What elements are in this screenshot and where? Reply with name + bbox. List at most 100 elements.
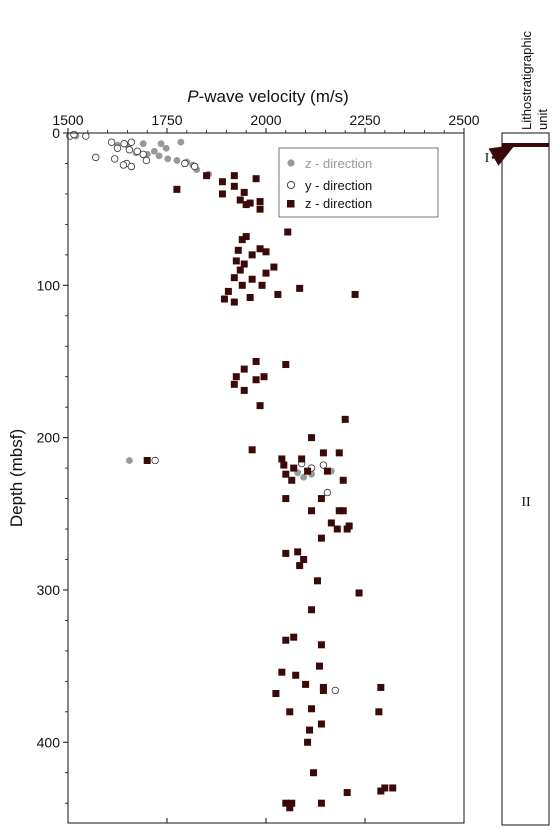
data-point-series-2 [236, 266, 244, 274]
data-point-series-2 [282, 495, 290, 503]
data-point-series-2 [248, 446, 256, 454]
data-point-series-2 [339, 507, 347, 515]
data-point-series-2 [278, 668, 286, 676]
data-point-series-2 [218, 190, 226, 198]
legend-marker-z-square [287, 200, 295, 208]
data-point-series-2 [246, 199, 254, 207]
data-point-series-1 [151, 456, 159, 465]
data-point-series-2 [335, 449, 343, 457]
data-point-series-2 [389, 784, 397, 792]
data-point-series-0 [164, 155, 172, 163]
data-point-series-2 [327, 519, 335, 527]
data-point-series-2 [252, 175, 260, 183]
x-tick-label: 2500 [448, 112, 479, 128]
unit-I-arrow [488, 144, 516, 166]
data-point-series-1 [125, 146, 134, 154]
data-point-series-2 [315, 662, 323, 670]
data-point-series-2 [308, 705, 316, 713]
data-point-series-2 [319, 449, 327, 457]
data-point-series-2 [224, 287, 232, 295]
data-point-series-2 [280, 461, 288, 469]
data-point-series-2 [232, 373, 240, 381]
legend-marker-y-circle [286, 180, 296, 190]
legend-label-y-circle: y - direction [305, 178, 372, 193]
data-point-series-2 [256, 245, 264, 253]
data-point-series-2 [230, 298, 238, 306]
legend: z - direction y - direction z - directio… [278, 147, 439, 218]
data-point-series-2 [240, 386, 248, 394]
data-point-series-2 [296, 284, 304, 292]
data-point-series-2 [341, 415, 349, 423]
data-point-series-0 [150, 147, 158, 155]
data-point-series-2 [351, 290, 359, 298]
data-point-series-2 [298, 455, 306, 463]
data-point-series-2 [308, 434, 316, 442]
data-point-series-2 [304, 467, 312, 475]
data-point-series-2 [292, 671, 300, 679]
data-point-series-2 [248, 251, 256, 259]
data-point-series-2 [220, 295, 228, 303]
data-point-series-2 [317, 720, 325, 728]
data-point-series-0 [125, 457, 133, 464]
legend-label-z-square: z - direction [305, 196, 372, 211]
data-point-series-0 [157, 140, 165, 148]
data-point-series-2 [258, 281, 266, 289]
data-point-series-1 [133, 147, 141, 155]
data-point-series-2 [304, 738, 312, 746]
data-point-series-1 [127, 138, 136, 146]
legend-box [278, 147, 439, 218]
data-point-series-2 [270, 263, 278, 271]
data-point-series-2 [230, 380, 238, 388]
data-point-series-0 [173, 157, 181, 164]
data-point-series-2 [319, 683, 327, 691]
data-point-series-0 [300, 473, 308, 481]
data-point-series-2 [252, 357, 260, 365]
data-point-series-0 [162, 144, 170, 152]
data-point-series-2 [272, 690, 280, 698]
data-point-series-2 [232, 257, 240, 265]
data-point-series-2 [282, 799, 290, 807]
data-point-series-2 [234, 246, 242, 254]
data-point-series-2 [296, 562, 304, 570]
data-point-series-2 [240, 260, 248, 268]
data-point-series-1 [111, 155, 119, 163]
data-point-series-2 [286, 804, 294, 812]
data-point-series-2 [317, 641, 325, 649]
data-point-series-2 [317, 495, 325, 503]
chart-title-italic: P [187, 87, 199, 106]
data-point-series-2 [256, 198, 264, 206]
data-point-series-2 [282, 470, 290, 478]
data-point-series-2 [339, 476, 347, 484]
data-point-series-1 [92, 153, 100, 162]
y-tick-label: 300 [37, 582, 61, 598]
data-point-series-0 [177, 138, 185, 146]
data-point-series-2 [240, 188, 248, 196]
x-axis-ticks: 1500 1750 2000 2250 2500 [52, 112, 480, 823]
data-point-series-1 [70, 130, 78, 139]
x-tick-label: 1500 [52, 112, 83, 128]
data-point-series-2 [317, 799, 325, 807]
y-axis-ticks: 0 100 200 300 400 [37, 125, 68, 804]
data-point-series-2 [335, 507, 343, 515]
data-point-series-2 [288, 476, 296, 484]
data-point-series-2 [278, 455, 286, 463]
data-point-series-2 [308, 507, 316, 515]
data-point-series-2 [290, 464, 298, 472]
data-point-series-2 [286, 708, 294, 716]
unit-I-label: I [485, 151, 490, 166]
velocity-chart: P-wave velocity (m/s) 1500 1750 2000 2250 25… [7, 87, 480, 824]
data-point-series-1 [142, 156, 151, 165]
data-point-series-1 [191, 162, 199, 171]
data-points [66, 130, 397, 812]
lithology-column-frame [501, 132, 550, 826]
data-point-series-2 [343, 525, 351, 533]
data-point-series-1 [181, 159, 189, 168]
data-point-series-2 [173, 185, 181, 193]
data-point-series-2 [236, 196, 244, 204]
chart-title: P-wave velocity (m/s) [187, 87, 349, 106]
data-point-series-2 [317, 534, 325, 542]
y-tick-label: 100 [37, 277, 61, 293]
data-point-series-2 [381, 784, 389, 792]
data-point-series-2 [282, 636, 290, 644]
